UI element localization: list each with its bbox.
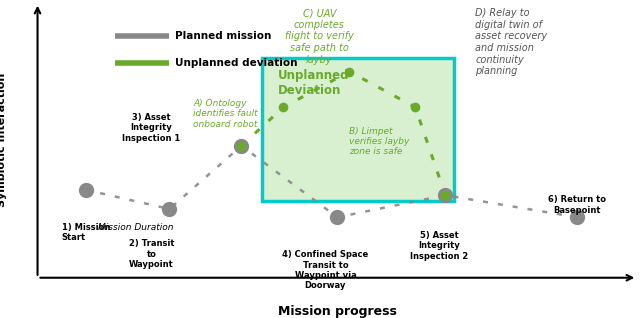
Text: B) Limpet
verifies layby
zone is safe: B) Limpet verifies layby zone is safe [349, 127, 410, 156]
Text: 6) Return to
Basepoint: 6) Return to Basepoint [548, 195, 606, 215]
Text: A) Ontology
identifies fault
onboard robot: A) Ontology identifies fault onboard rob… [193, 99, 258, 129]
Bar [262, 58, 454, 201]
Text: 2) Transit
to
Waypoint: 2) Transit to Waypoint [129, 239, 174, 269]
Text: Symbiotic Interaction: Symbiotic Interaction [0, 73, 6, 207]
Text: Unplanned
Deviation: Unplanned Deviation [277, 69, 349, 97]
Text: Mission Duration: Mission Duration [97, 223, 173, 232]
Text: C) UAV
completes
flight to verify
safe path to
layby: C) UAV completes flight to verify safe p… [285, 8, 354, 65]
Text: 1) Mission
Start: 1) Mission Start [61, 223, 110, 242]
Text: Mission progress: Mission progress [278, 305, 397, 318]
Text: Unplanned deviation: Unplanned deviation [175, 58, 298, 68]
Text: 5) Asset
Integrity
Inspection 2: 5) Asset Integrity Inspection 2 [410, 231, 468, 261]
Text: 3) Asset
Integrity
Inspection 1: 3) Asset Integrity Inspection 1 [122, 113, 180, 142]
Text: D) Relay to
digital twin of
asset recovery
and mission
continuity
planning: D) Relay to digital twin of asset recove… [476, 8, 547, 76]
Text: 4) Confined Space
Transit to
Waypoint via
Doorway: 4) Confined Space Transit to Waypoint vi… [282, 250, 369, 290]
Text: Planned mission: Planned mission [175, 31, 272, 41]
